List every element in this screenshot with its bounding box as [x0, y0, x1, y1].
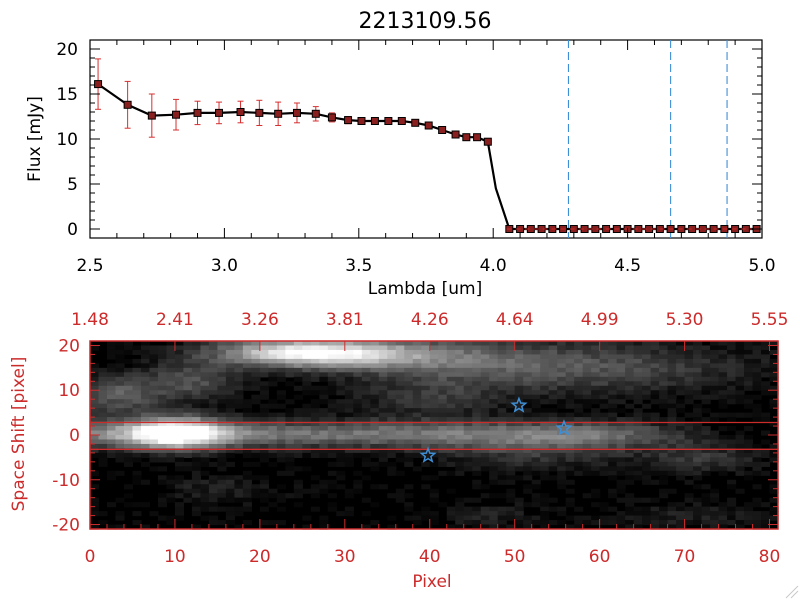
top-x-tick-labels: 2.5 3.0 3.5 4.0 4.5 5.0 [76, 256, 775, 276]
top-axis-tick-label: 2.41 [156, 310, 194, 330]
y-tick-label: 10 [58, 381, 80, 401]
top-axis-tick-label: 4.26 [411, 310, 449, 330]
x-tick-label: 50 [504, 547, 526, 567]
y-tick-label: 0 [69, 426, 80, 446]
bottom-y-tick-labels: -20 -10 0 10 20 [52, 336, 80, 535]
data-point [451, 130, 460, 139]
top-error-bars [95, 58, 491, 145]
data-point [397, 117, 406, 125]
bottom-plot-area [89, 340, 779, 530]
top-axis-tick-label: 1.48 [71, 310, 109, 330]
x-tick-label: 30 [334, 547, 356, 567]
x-tick-label: 3.0 [211, 256, 238, 276]
data-point [473, 133, 482, 142]
bottom-y-axis-label: Space Shift [pixel] [9, 357, 29, 512]
data-point [274, 109, 283, 118]
x-tick-label: 4.0 [480, 256, 507, 276]
top-series-markers [94, 80, 761, 233]
data-point [384, 117, 393, 125]
data-point [370, 117, 379, 125]
top-y-tick-labels: 0 5 10 15 20 [56, 40, 78, 240]
data-point [327, 113, 336, 122]
top-plot-frame [89, 39, 763, 239]
top-axis-tick-label: 4.64 [496, 310, 534, 330]
x-tick-label: 3.5 [345, 256, 372, 276]
data-point [147, 111, 156, 120]
top-y-axis-label: Flux [mJy] [25, 96, 45, 182]
data-point [193, 108, 202, 117]
x-tick-label: 2.5 [76, 256, 103, 276]
data-point [215, 108, 224, 117]
x-tick-label: 80 [759, 547, 781, 567]
y-tick-label: 15 [56, 85, 78, 105]
data-point [311, 109, 320, 118]
top-axis-tick-label: 3.81 [326, 310, 364, 330]
top-x-axis-label: Lambda [um] [368, 279, 482, 299]
y-tick-label: -10 [52, 471, 80, 491]
bottom-chart: 1.48 2.41 3.26 3.81 4.26 4.64 4.99 5.30 5.55 0 10… [9, 310, 788, 592]
data-point [424, 121, 433, 130]
data-point [462, 133, 471, 142]
data-point [344, 116, 353, 125]
bottom-star-markers [419, 396, 573, 463]
top-plot-area [89, 39, 763, 239]
x-tick-label: 40 [419, 547, 441, 567]
x-tick-label: 0 [85, 547, 96, 567]
top-series-line [97, 83, 757, 231]
data-point [438, 126, 447, 134]
bottom-x-axis-label: Pixel [412, 572, 451, 592]
bottom-x-tick-labels: 0 10 20 30 40 50 60 70 80 [85, 547, 781, 567]
top-chart: 2213109.56 2.5 3.0 3.5 4.0 4.5 5.0 0 5 10 15 20 L… [25, 9, 776, 299]
x-tick-label: 70 [674, 547, 696, 567]
star-marker [555, 419, 573, 436]
x-tick-label: 5.0 [748, 256, 775, 276]
data-point [292, 108, 301, 117]
top-axis-tick-label: 5.30 [666, 310, 704, 330]
chart-title: 2213109.56 [359, 9, 492, 34]
star-marker [419, 446, 437, 463]
top-axis-tick-label: 4.99 [581, 310, 619, 330]
x-tick-label: 60 [589, 547, 611, 567]
data-point [94, 80, 103, 89]
star-marker [510, 396, 528, 413]
data-point [123, 100, 132, 109]
data-point [236, 108, 245, 116]
data-point [255, 108, 264, 117]
y-tick-label: 5 [67, 175, 78, 195]
x-tick-label: 20 [249, 547, 271, 567]
x-tick-label: 4.5 [614, 256, 641, 276]
top-axis-ticks [89, 40, 763, 238]
data-point [483, 137, 492, 146]
bottom-heatmap-cells [90, 341, 779, 530]
data-point [357, 117, 366, 125]
data-point [411, 118, 420, 127]
y-tick-label: 20 [58, 336, 80, 356]
bottom-top-axis-tick-labels: 1.48 2.41 3.26 3.81 4.26 4.64 4.99 5.30 5.55 [71, 310, 788, 330]
resize-corner [785, 585, 799, 599]
data-point [172, 110, 181, 119]
y-tick-label: 0 [67, 220, 78, 240]
bottom-axis-ticks [89, 341, 778, 529]
top-axis-tick-label: 5.55 [751, 310, 789, 330]
y-tick-label: -20 [52, 516, 80, 536]
x-tick-label: 10 [164, 547, 186, 567]
y-tick-label: 10 [56, 130, 78, 150]
y-tick-label: 20 [56, 40, 78, 60]
top-vertical-lines [567, 40, 728, 238]
top-axis-tick-label: 3.26 [241, 310, 279, 330]
bottom-band-lines [90, 421, 778, 450]
